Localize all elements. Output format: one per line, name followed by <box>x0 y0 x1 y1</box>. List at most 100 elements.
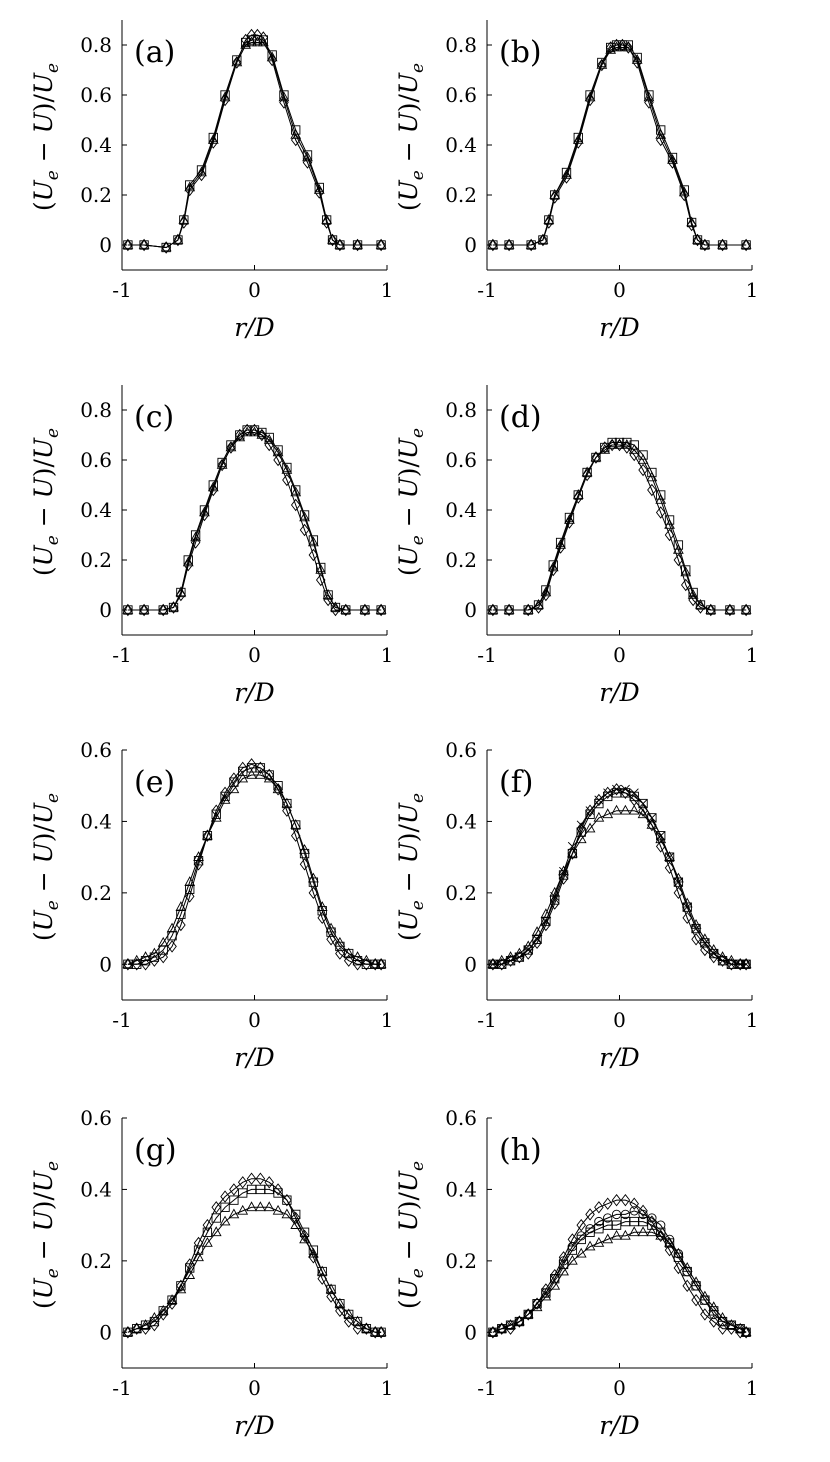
data-point-diamond <box>226 441 236 454</box>
y-tick-label: 0.2 <box>445 1249 477 1273</box>
data-point-triangle <box>308 536 319 547</box>
y-tick-label: 0.6 <box>445 1106 477 1130</box>
data-point-triangle <box>219 794 231 804</box>
data-point-diamond <box>202 829 213 842</box>
data-point-triangle <box>234 431 246 442</box>
data-point-diamond <box>290 498 301 512</box>
y-tick-label: 0.2 <box>80 548 112 572</box>
data-point-triangle <box>249 426 260 437</box>
data-point-triangle <box>266 51 278 62</box>
data-point-triangle <box>533 599 544 609</box>
data-point-triangle <box>686 216 698 227</box>
y-tick-label: 0 <box>99 233 112 257</box>
data-point-diamond <box>220 786 230 800</box>
data-point-triangle <box>157 936 169 947</box>
data-point-triangle <box>620 804 631 815</box>
data-point-cross <box>541 916 551 926</box>
data-point-triangle <box>673 1247 684 1258</box>
data-point-triangle <box>263 772 275 783</box>
data-point-diamond <box>123 1326 133 1339</box>
data-point-cross <box>656 831 666 841</box>
data-point-triangle <box>646 471 658 482</box>
data-point-triangle <box>231 56 243 67</box>
data-point-triangle <box>537 234 549 244</box>
data-point-triangle <box>157 604 169 614</box>
y-axis-label: (Ue − U)/Ue <box>394 1161 428 1309</box>
data-point-diamond <box>673 1261 684 1275</box>
data-point-diamond <box>741 603 751 617</box>
data-point-diamond <box>717 1322 728 1335</box>
data-point-triangle <box>622 41 634 52</box>
x-tick-label: 1 <box>746 1376 759 1400</box>
y-tick-label: 0.8 <box>445 398 477 422</box>
data-point-diamond <box>585 1208 595 1221</box>
data-point-circle <box>550 1274 560 1284</box>
y-tick-label: 0.2 <box>80 183 112 207</box>
data-point-diamond <box>140 1322 151 1335</box>
x-tick-label: 0 <box>248 643 261 667</box>
x-tick-label: 0 <box>613 278 626 302</box>
data-point-diamond <box>538 233 548 247</box>
data-point-diamond <box>567 847 578 860</box>
data-point-triangle <box>361 954 372 965</box>
data-point-diamond <box>638 463 648 477</box>
panel-label: (b) <box>499 35 542 70</box>
y-tick-label: 0.8 <box>80 398 112 422</box>
data-point-triangle <box>316 901 328 911</box>
data-point-diamond <box>700 943 710 957</box>
series-line-square <box>127 429 382 611</box>
data-point-diamond <box>664 1243 675 1257</box>
data-point-diamond <box>567 1233 578 1246</box>
data-point-triangle <box>330 601 341 612</box>
data-point-diamond <box>691 1293 701 1307</box>
data-point-triangle <box>281 797 293 808</box>
data-point-diamond <box>255 761 266 775</box>
x-axis-label: r/D <box>234 1043 274 1072</box>
data-point-triangle <box>290 819 302 829</box>
data-point-cross <box>718 956 728 966</box>
data-point-triangle <box>340 604 352 614</box>
data-point-diamond <box>326 933 336 946</box>
data-point-triangle <box>549 1279 561 1290</box>
data-point-diamond <box>488 603 498 617</box>
data-point-diamond <box>149 954 160 967</box>
data-point-diamond <box>558 872 569 885</box>
y-tick-label: 0 <box>99 952 112 976</box>
series-line-diamond <box>492 44 747 246</box>
data-point-circle <box>664 1234 675 1245</box>
data-point-triangle <box>664 851 675 861</box>
y-tick-label: 0.6 <box>80 738 112 762</box>
data-point-diamond <box>282 1193 292 1207</box>
data-point-triangle <box>263 434 275 444</box>
data-point-diamond <box>343 1315 354 1328</box>
data-point-cross <box>497 959 507 969</box>
data-point-triangle <box>272 446 284 457</box>
x-tick-label: 1 <box>746 278 759 302</box>
data-point-triangle <box>193 851 204 861</box>
data-point-triangle <box>237 1204 249 1215</box>
data-point-diamond <box>576 1218 586 1232</box>
y-tick-label: 0.6 <box>445 448 477 472</box>
panel-label: (h) <box>499 1133 542 1168</box>
data-point-triangle <box>611 1229 622 1240</box>
data-point-triangle <box>514 1315 525 1326</box>
data-point-diamond <box>140 958 151 971</box>
series-line-triangle <box>492 47 747 246</box>
x-tick-label: -1 <box>477 1008 496 1032</box>
y-tick-label: 0.6 <box>80 448 112 472</box>
data-point-triangle <box>343 947 355 958</box>
data-point-triangle <box>596 59 608 69</box>
data-point-cross <box>665 852 675 862</box>
data-point-diamond <box>692 233 703 247</box>
data-point-circle <box>505 1320 516 1330</box>
data-point-diamond <box>488 238 498 252</box>
data-point-triangle <box>740 604 752 614</box>
data-point-square <box>282 462 292 473</box>
panel-label: (e) <box>134 765 175 800</box>
data-point-triangle <box>628 1226 640 1237</box>
data-point-triangle <box>572 489 584 499</box>
data-point-triangle <box>581 466 593 477</box>
data-point-triangle <box>299 511 310 522</box>
data-point-diamond <box>335 947 345 960</box>
